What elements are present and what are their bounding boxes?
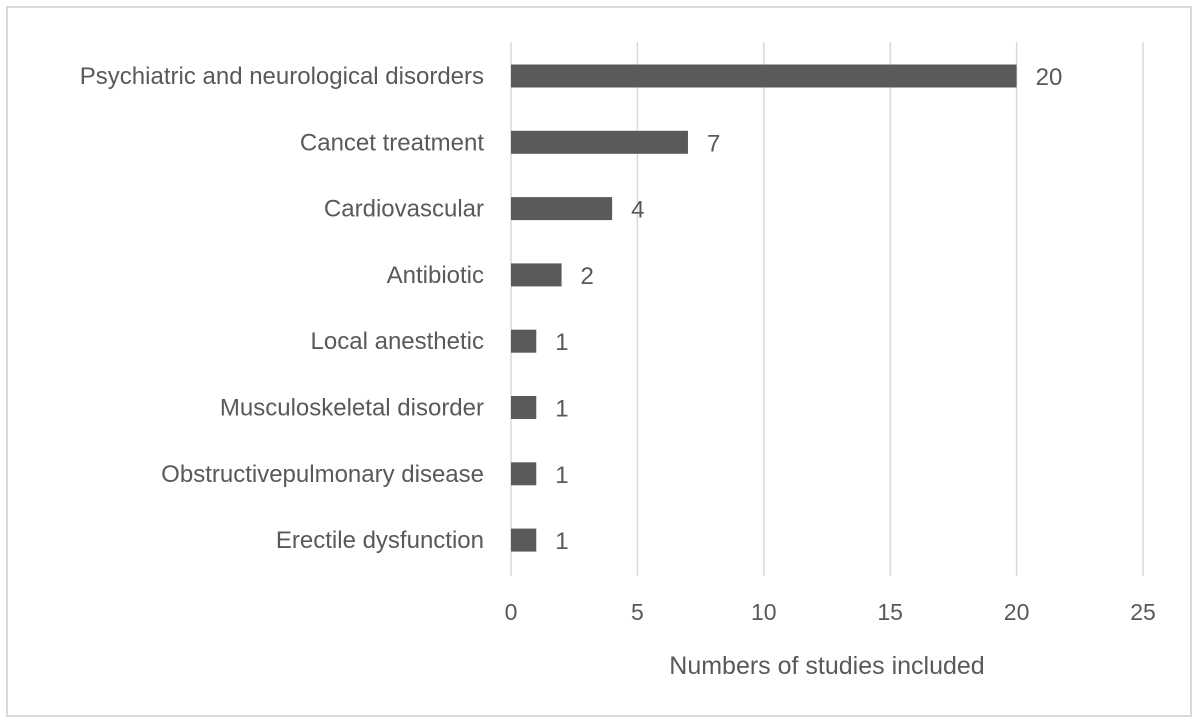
data-label: 7: [707, 130, 720, 157]
category-label: Local anesthetic: [311, 328, 484, 355]
bar: [511, 528, 537, 552]
category-label: Psychiatric and neurological disorders: [80, 63, 484, 90]
x-tick-label: 15: [877, 599, 903, 625]
data-label: 4: [631, 197, 644, 224]
category-label: Obstructivepulmonary disease: [161, 461, 484, 488]
category-label: Antibiotic: [387, 262, 484, 289]
bar: [511, 396, 537, 419]
category-label: Cardiovascular: [324, 196, 484, 223]
data-label: 1: [555, 396, 568, 423]
x-tick-label: 25: [1130, 599, 1156, 625]
x-tick-label: 10: [751, 599, 777, 625]
category-label: Erectile dysfunction: [276, 527, 484, 554]
x-tick-label: 0: [505, 599, 518, 625]
data-label: 1: [555, 528, 568, 555]
x-tick-label: 5: [631, 599, 644, 625]
bar: [511, 329, 537, 353]
chart-frame: [6, 6, 1192, 717]
data-labels: 20 7 4 2 1 1 1 1: [555, 64, 1062, 555]
category-labels: Psychiatric and neurological disorders Ca…: [80, 63, 485, 554]
x-tick-labels: 0 5 10 15 20 25: [505, 599, 1156, 625]
data-label: 1: [555, 329, 568, 356]
data-label: 2: [581, 263, 594, 290]
bar: [511, 462, 537, 486]
bars: [511, 64, 1017, 552]
bar: [511, 263, 562, 287]
x-tick-label: 20: [1004, 599, 1030, 625]
category-label: Cancet treatment: [300, 129, 484, 156]
x-axis-title: Numbers of studies included: [669, 652, 984, 680]
data-label: 1: [555, 462, 568, 489]
data-label: 20: [1036, 64, 1063, 91]
gridlines: [510, 42, 1144, 576]
bar: [511, 64, 1017, 88]
bar: [511, 130, 688, 154]
bar: [511, 197, 613, 221]
category-label: Musculoskeletal disorder: [220, 395, 484, 422]
